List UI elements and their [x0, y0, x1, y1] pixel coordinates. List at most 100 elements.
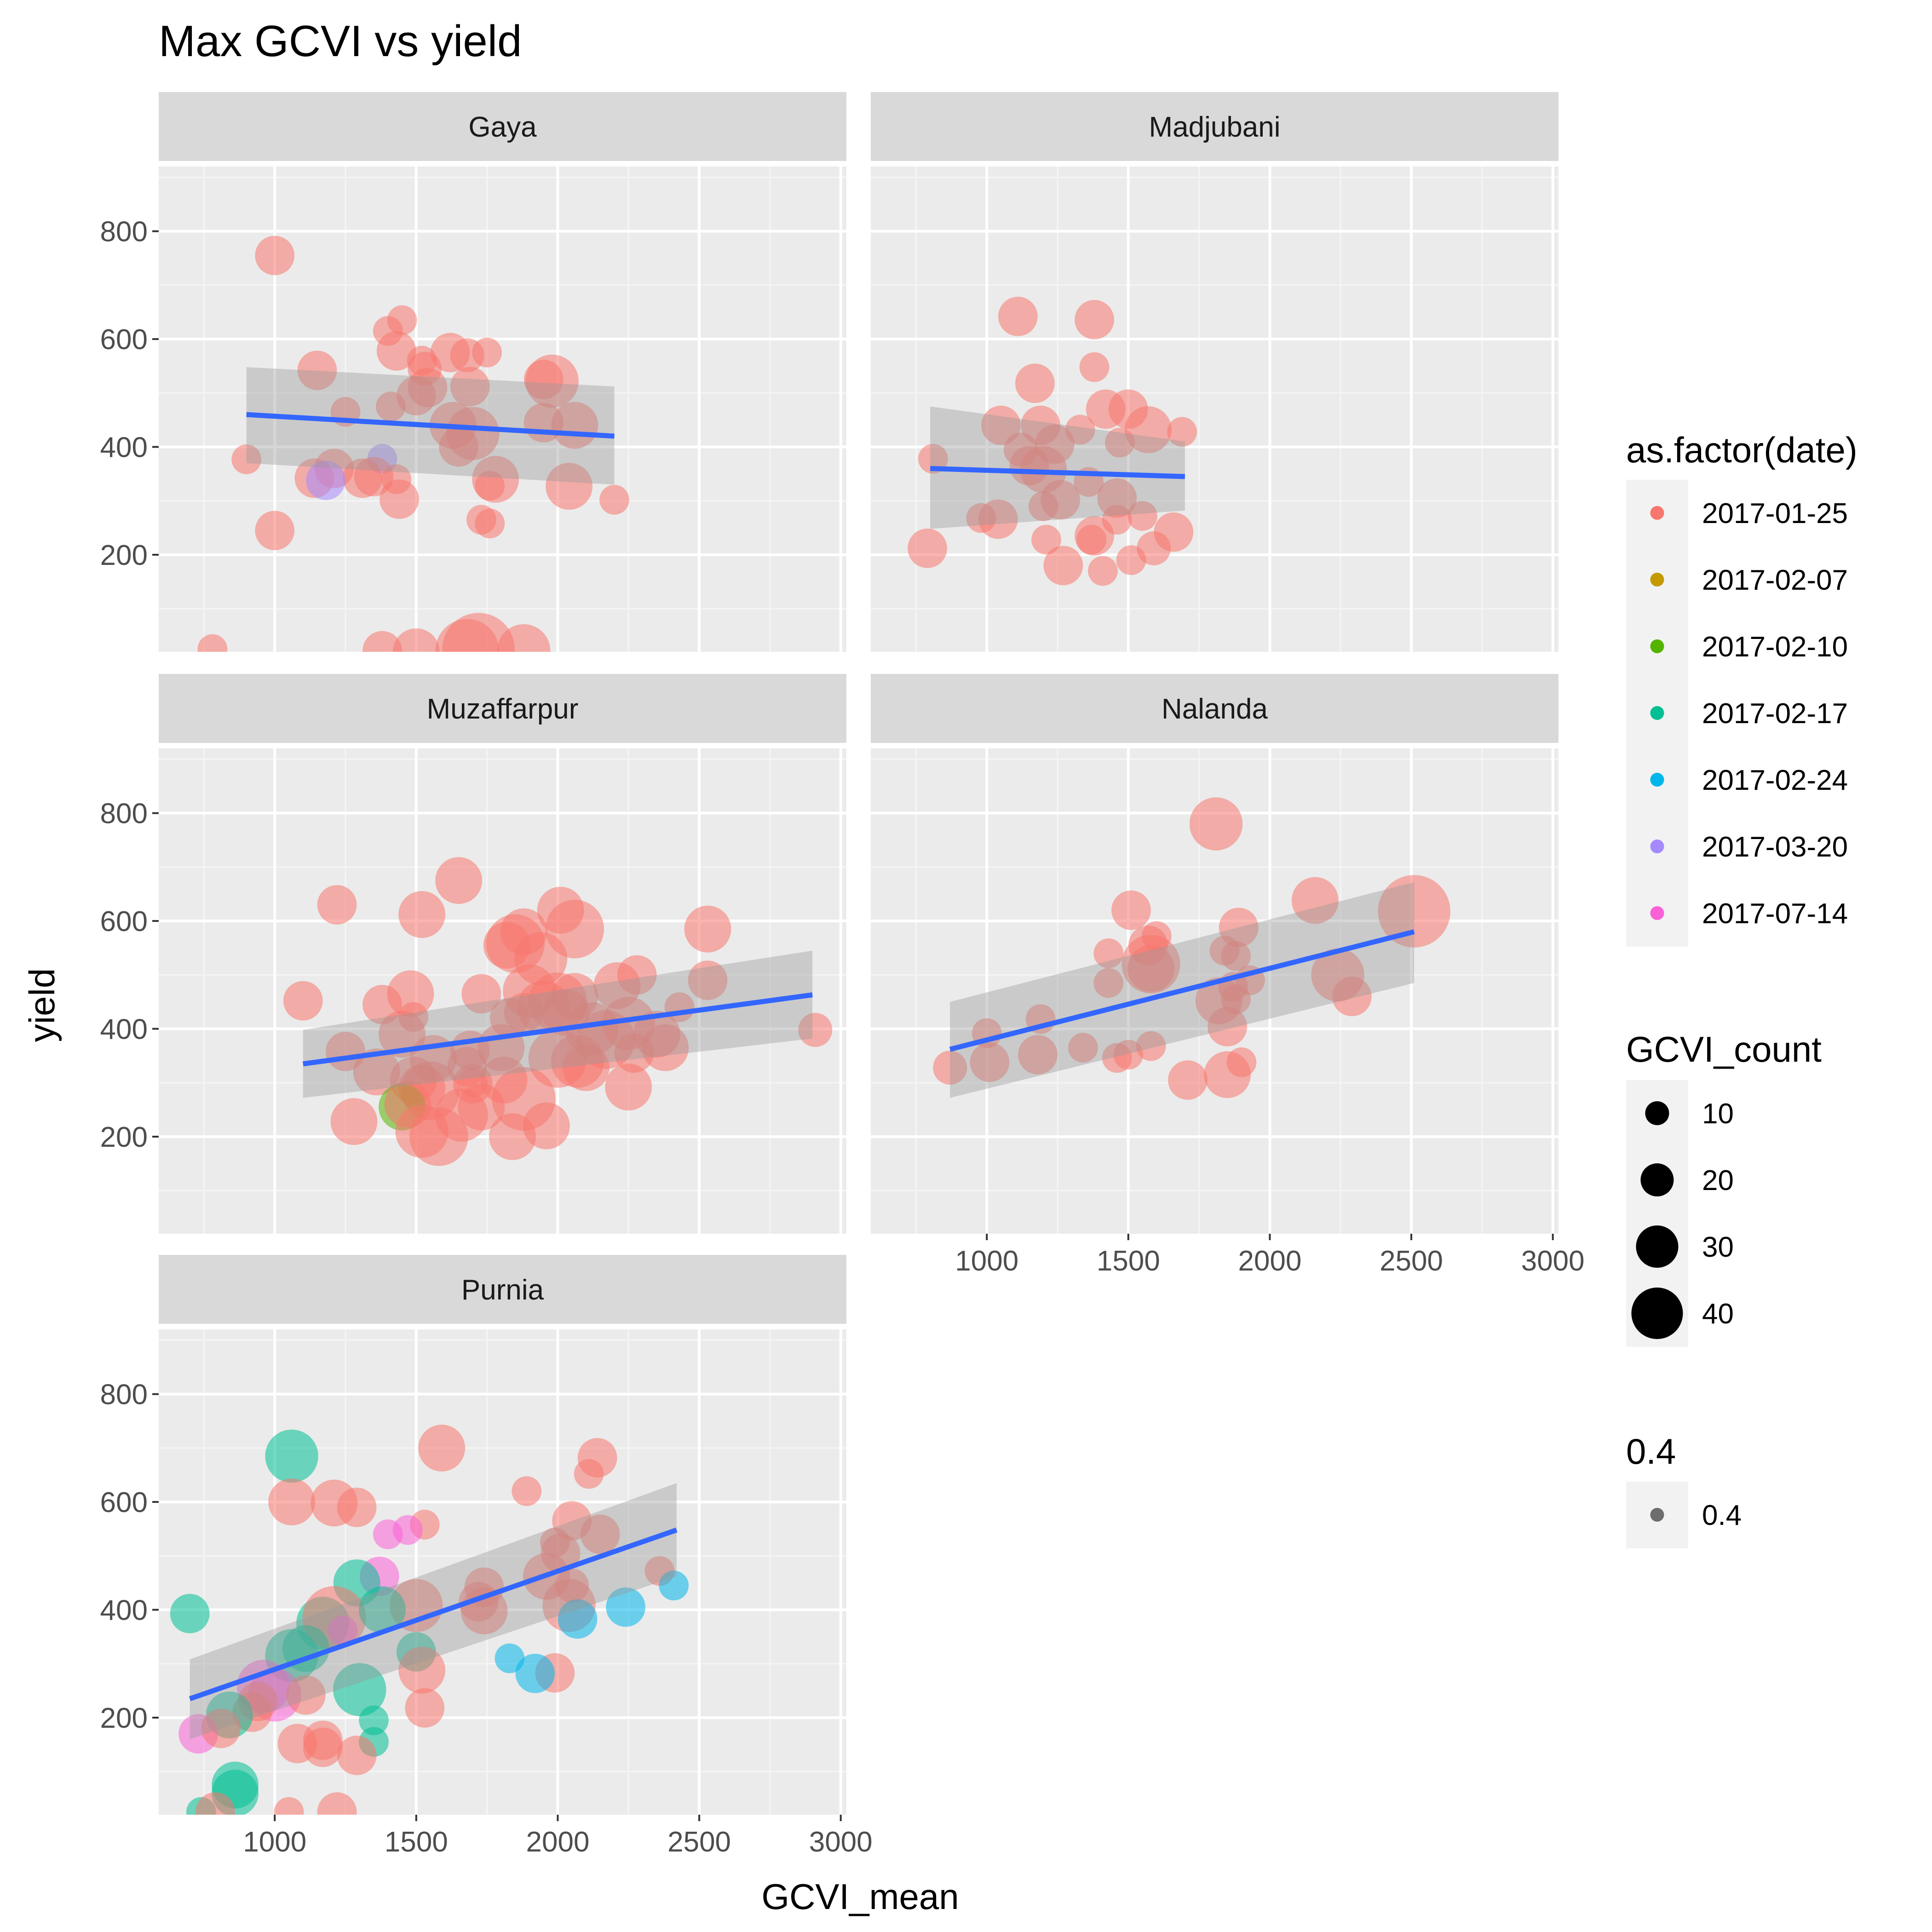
data-point: [376, 391, 406, 421]
legend-size-swatch: [1631, 1288, 1683, 1339]
y-tick-label: 400: [100, 1595, 148, 1627]
facet-strip: [159, 92, 846, 161]
data-point: [1111, 890, 1151, 930]
x-tick-label: 2500: [667, 1826, 731, 1858]
legend-label: 2017-02-07: [1702, 564, 1848, 596]
legend-label: 2017-02-24: [1702, 765, 1848, 796]
facet-strip: [871, 92, 1558, 161]
data-point: [933, 1050, 967, 1085]
y-axis-title: yield: [22, 968, 62, 1042]
data-point: [1127, 945, 1174, 992]
data-point: [515, 1654, 555, 1693]
data-point: [563, 1044, 610, 1091]
legend-label: 2017-07-14: [1702, 898, 1848, 930]
data-point: [497, 624, 551, 652]
y-tick-label: 800: [100, 1379, 148, 1411]
x-tick-label: 1000: [243, 1826, 306, 1858]
data-point: [1116, 545, 1146, 575]
legend-label: 40: [1702, 1298, 1734, 1330]
data-point: [396, 376, 436, 416]
facet-label: Gaya: [468, 111, 537, 143]
data-point: [398, 891, 446, 938]
x-tick-label: 1500: [385, 1826, 448, 1858]
data-point: [475, 508, 505, 539]
data-point: [418, 1424, 466, 1472]
data-point: [1093, 968, 1124, 998]
confidence-band: [930, 406, 1185, 529]
data-point: [475, 471, 505, 501]
regression-line: [930, 466, 1185, 479]
data-point: [376, 331, 416, 371]
legend-size-swatch: [1640, 1163, 1674, 1196]
facet-strip: [871, 674, 1558, 743]
data-point: [274, 1797, 304, 1815]
data-point: [1221, 984, 1251, 1014]
legend-label: 10: [1702, 1098, 1734, 1130]
data-point: [525, 354, 579, 408]
data-point: [201, 1708, 241, 1748]
data-point: [330, 1098, 378, 1145]
data-point: [1076, 524, 1107, 555]
data-point: [362, 631, 402, 652]
data-point: [435, 857, 483, 904]
data-point: [1097, 478, 1137, 518]
data-point: [170, 1593, 210, 1633]
facet-purnia: Purnia 200 400 600 800 1000 1500 2000 2500 3000: [100, 1255, 873, 1858]
legend-label: 20: [1702, 1165, 1734, 1196]
legend-label: 0.4: [1702, 1500, 1742, 1531]
data-point: [398, 1646, 446, 1694]
facet-strip: [159, 1255, 846, 1324]
regression-line: [949, 929, 1415, 1052]
data-point: [359, 1705, 389, 1736]
facet-label: Purnia: [461, 1274, 544, 1306]
data-point: [231, 444, 262, 474]
data-point: [1136, 1031, 1166, 1061]
data-point: [1125, 406, 1172, 453]
data-point: [393, 1515, 423, 1545]
data-point: [908, 529, 947, 568]
facet-nalanda: Nalanda 1000 1500 2000 2500 3000: [871, 674, 1585, 1277]
x-tick-label: 2000: [526, 1826, 590, 1858]
legend-swatch: [1650, 506, 1664, 520]
data-point: [1113, 1040, 1144, 1070]
data-point: [1189, 797, 1243, 851]
data-point: [255, 511, 295, 551]
data-point: [405, 1688, 445, 1728]
data-point: [966, 503, 996, 533]
x-tick-label: 2000: [1238, 1245, 1302, 1277]
data-point: [1221, 941, 1251, 971]
legend-label: 2017-03-20: [1702, 831, 1848, 863]
legend-label: 30: [1702, 1231, 1734, 1263]
y-tick-label: 600: [100, 906, 148, 937]
legend-size-swatch: [1645, 1101, 1669, 1125]
data-point: [1167, 417, 1197, 447]
data-point: [1079, 352, 1110, 382]
facet-strip: [159, 674, 846, 743]
data-point: [580, 1514, 620, 1554]
panel-data: [908, 297, 1197, 586]
data-point: [512, 1476, 542, 1506]
data-point: [450, 367, 490, 407]
data-point: [317, 1792, 357, 1815]
regression-line: [246, 412, 615, 439]
data-point: [688, 960, 728, 1000]
data-point: [599, 485, 629, 515]
data-point: [494, 1643, 525, 1673]
data-point: [1208, 1007, 1248, 1046]
data-point: [1068, 1033, 1098, 1063]
data-point: [1043, 546, 1083, 586]
data-point: [684, 905, 731, 953]
data-point: [283, 981, 323, 1021]
y-tick-label: 800: [100, 216, 148, 248]
data-point: [1291, 877, 1339, 924]
x-tick-label: 1500: [1097, 1245, 1160, 1277]
data-point: [1168, 1060, 1208, 1100]
data-point: [197, 634, 228, 652]
y-tick-label: 600: [100, 1487, 148, 1518]
data-point: [558, 1599, 598, 1639]
data-point: [268, 1478, 316, 1526]
alpha-legend-title: 0.4: [1626, 1431, 1676, 1472]
size-legend-title: GCVI_count: [1626, 1029, 1822, 1070]
facet-gaya: Gaya 200 400 600 800: [100, 92, 846, 652]
